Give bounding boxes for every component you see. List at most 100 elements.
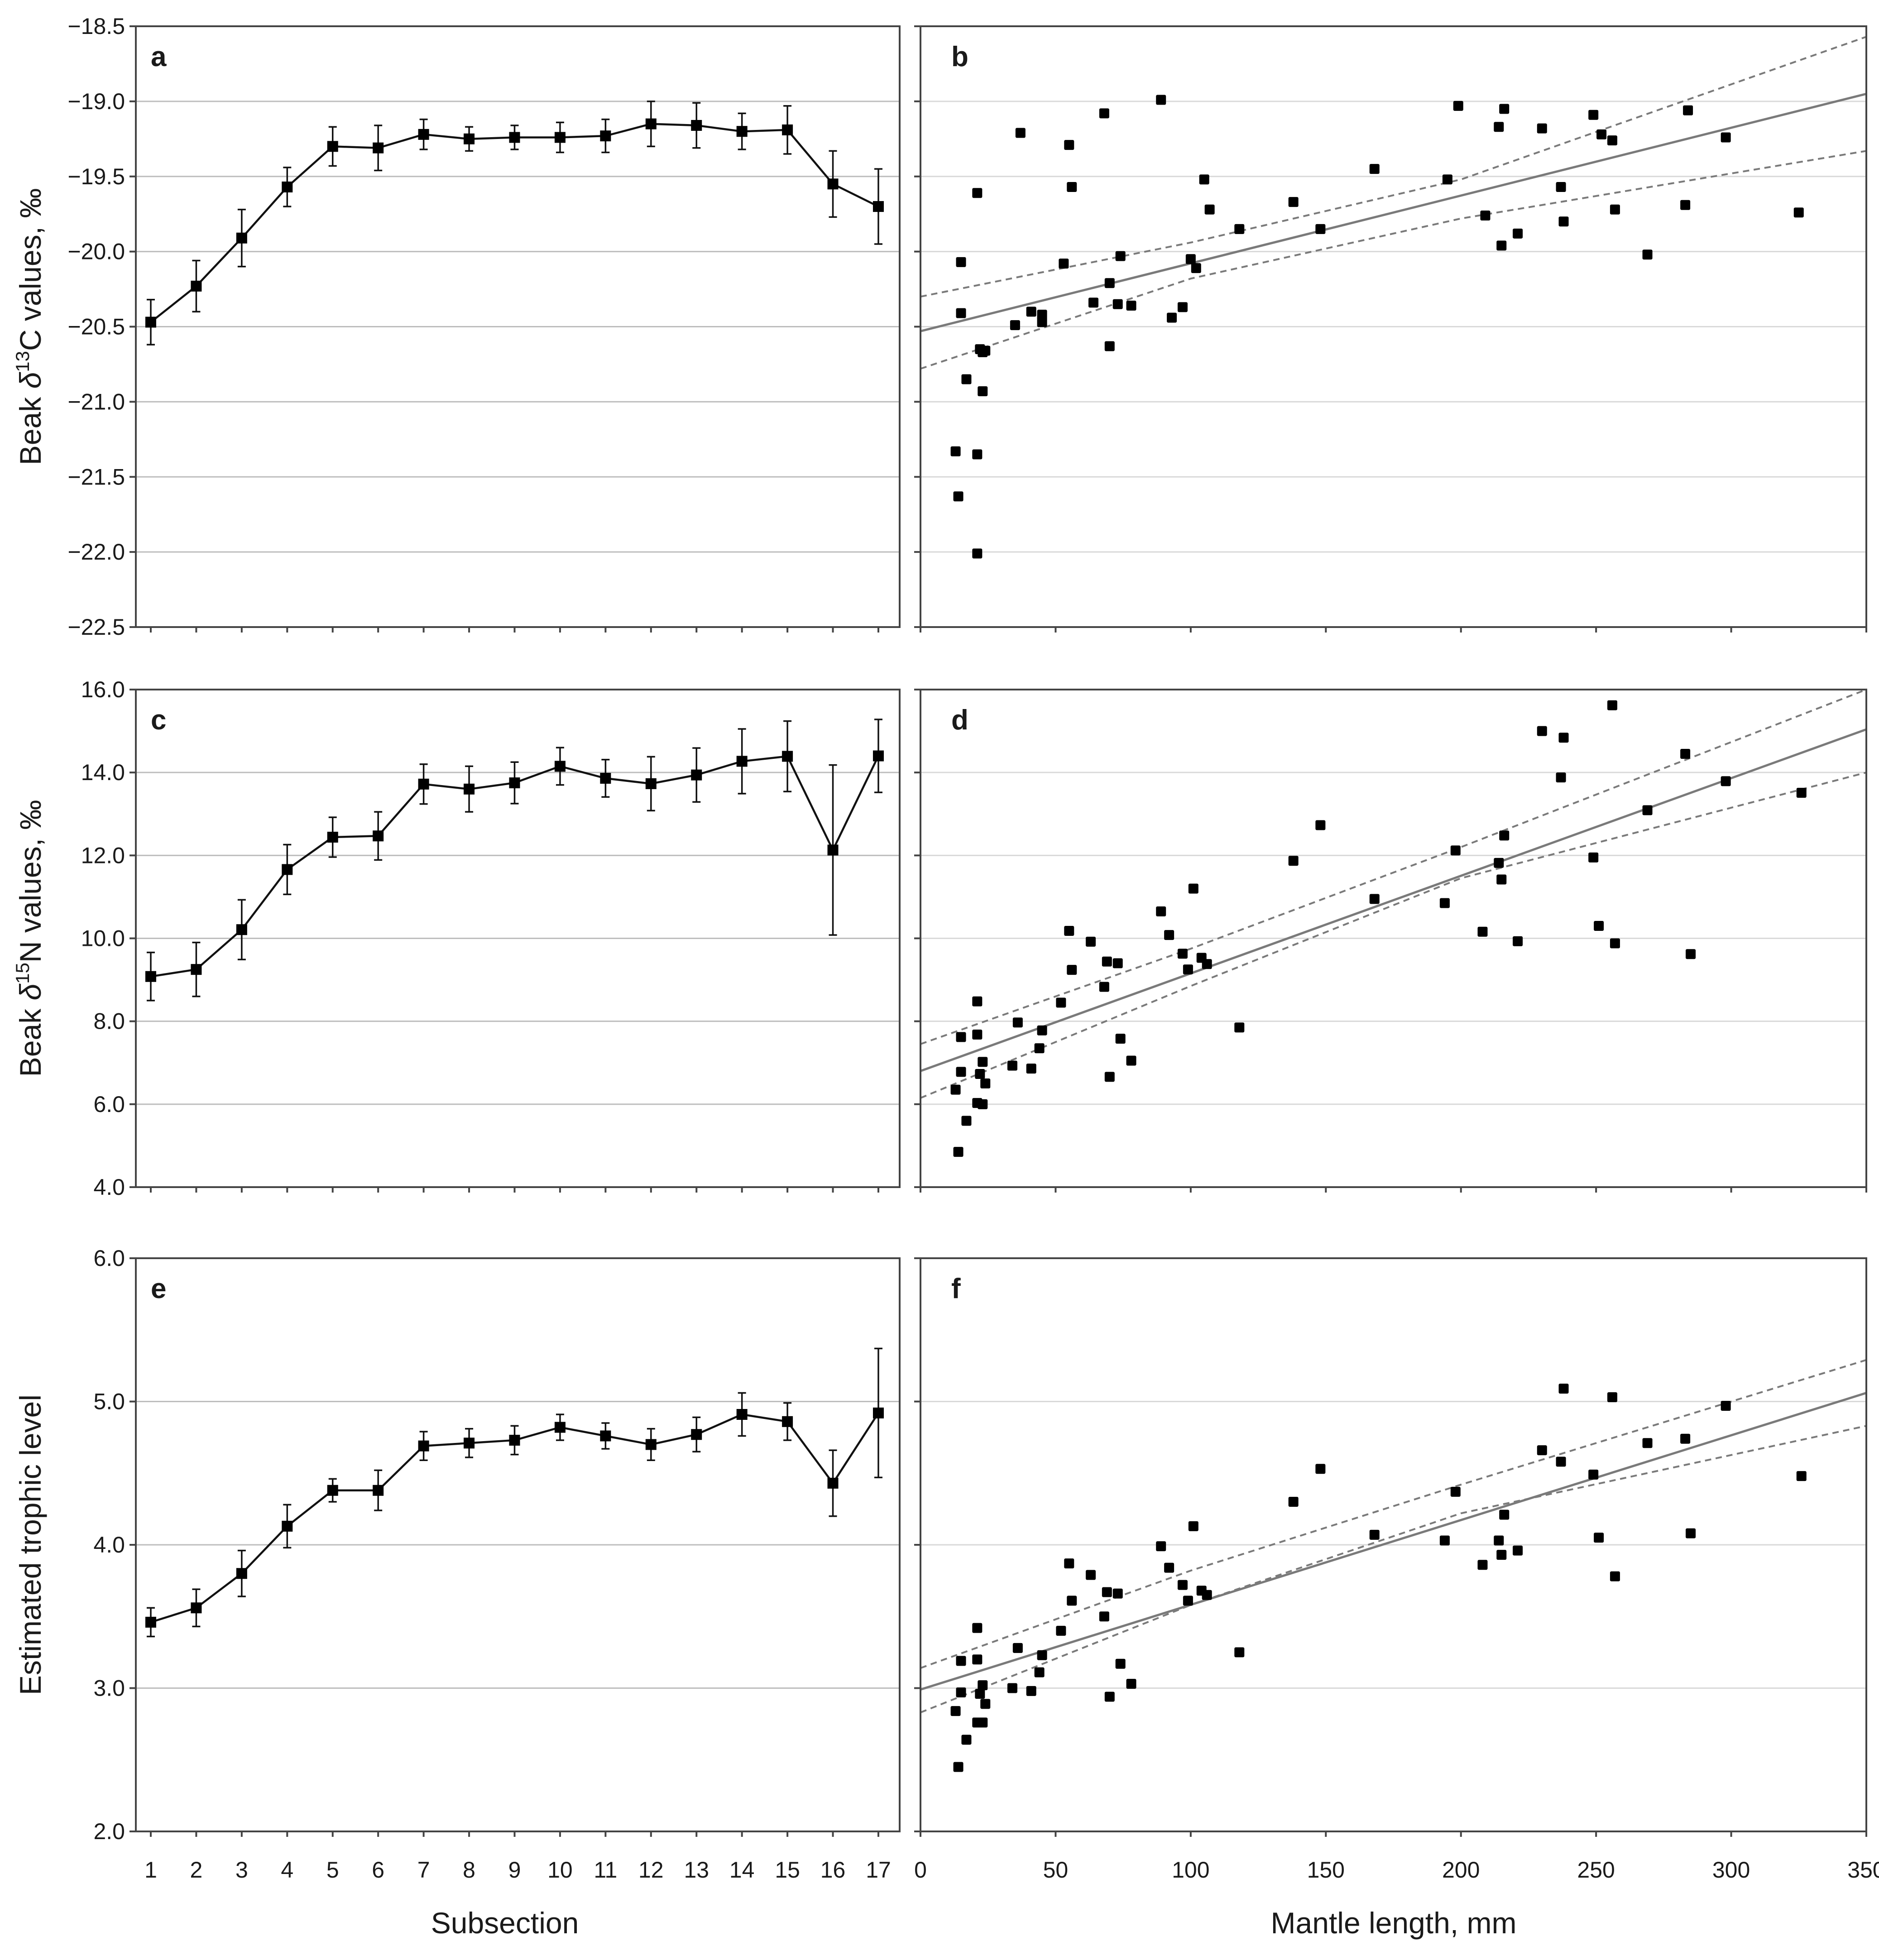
data-point <box>1112 958 1123 968</box>
y-tick-label: 4.0 <box>93 1174 125 1200</box>
y-tick-label: 6.0 <box>93 1092 125 1117</box>
data-point <box>1793 207 1804 218</box>
data-point <box>1642 1438 1653 1448</box>
mean-marker <box>873 201 884 212</box>
data-point <box>1796 1471 1807 1481</box>
mean-marker <box>373 142 384 153</box>
data-point <box>1315 1464 1326 1474</box>
data-point <box>1126 1679 1136 1689</box>
data-point <box>1439 898 1450 908</box>
mean-marker <box>645 778 657 789</box>
x-tick-label: 6 <box>372 1857 384 1883</box>
panel-frame-left <box>135 689 901 1188</box>
y-tick-label: −20.0 <box>67 239 125 264</box>
mean-marker <box>691 120 702 131</box>
mean-marker <box>600 1430 611 1442</box>
data-point <box>1059 259 1069 269</box>
data-point <box>1177 302 1188 312</box>
mean-marker <box>600 772 611 784</box>
mean-marker <box>782 751 793 762</box>
data-point <box>1558 216 1569 227</box>
x-axis-label-mantle-length: Mantle length, mm <box>1271 1906 1517 1940</box>
data-point <box>956 1687 966 1697</box>
data-point <box>1680 1433 1691 1444</box>
data-point <box>1067 965 1077 975</box>
mean-marker <box>600 130 611 142</box>
x-tick-label: 10 <box>547 1857 573 1883</box>
data-point <box>1177 949 1188 959</box>
data-point <box>961 374 972 384</box>
data-point <box>1012 1643 1023 1653</box>
mean-marker <box>418 1440 429 1452</box>
mean-marker <box>191 280 202 292</box>
data-point <box>980 345 991 356</box>
x-tick-label-right: 100 <box>1172 1857 1209 1883</box>
mean-marker <box>191 964 202 975</box>
data-point <box>1126 1055 1136 1066</box>
mean-line <box>150 123 879 323</box>
data-point <box>1477 926 1488 937</box>
mean-marker <box>282 1520 293 1532</box>
data-point <box>950 1706 961 1716</box>
data-point <box>1796 788 1807 798</box>
x-tick-label: 9 <box>508 1857 521 1883</box>
data-point <box>1558 733 1569 743</box>
regression-group <box>920 1359 1866 1714</box>
mean-marker <box>827 844 839 856</box>
data-point <box>1369 164 1380 174</box>
ci-upper-line <box>920 36 1866 298</box>
data-point <box>1115 1658 1126 1669</box>
data-point <box>1683 105 1693 115</box>
data-point <box>1513 228 1523 239</box>
data-point <box>972 188 983 198</box>
data-point <box>1056 997 1066 1008</box>
data-point <box>1104 278 1115 288</box>
ci-lower-line <box>920 1425 1866 1714</box>
data-point <box>1064 1558 1074 1569</box>
data-point <box>1086 1570 1096 1580</box>
data-point <box>980 1699 991 1709</box>
data-point <box>1234 1647 1245 1658</box>
mean-marker <box>327 832 338 843</box>
y-tick-label: 3.0 <box>93 1676 125 1701</box>
data-point <box>1026 307 1036 317</box>
panel-label-a: a <box>151 41 167 72</box>
x-tick-label-right: 300 <box>1712 1857 1750 1883</box>
data-point <box>1513 936 1523 946</box>
panel-frame-left <box>135 1257 901 1832</box>
mean-marker <box>191 1602 202 1614</box>
regression-line <box>920 1392 1866 1691</box>
data-point <box>1067 1596 1077 1606</box>
data-point <box>978 1680 988 1691</box>
panel-label-d: d <box>951 704 968 736</box>
data-point <box>1450 845 1461 856</box>
y-tick-label: 6.0 <box>93 1246 125 1271</box>
data-point <box>1156 1541 1166 1552</box>
data-point <box>956 1656 966 1666</box>
data-point <box>950 446 961 456</box>
mean-marker <box>236 232 247 244</box>
y-tick-label: 2.0 <box>93 1819 125 1844</box>
x-tick-label: 1 <box>144 1857 157 1883</box>
x-tick-label-right: 150 <box>1307 1857 1345 1883</box>
mean-marker <box>509 132 520 143</box>
y-tick-label: −21.0 <box>67 389 125 414</box>
x-tick-label-right: 200 <box>1442 1857 1480 1883</box>
x-tick-label: 11 <box>594 1857 617 1883</box>
y-tick-label: −22.5 <box>67 614 125 640</box>
mean-marker <box>509 777 520 789</box>
y-tick-label: 5.0 <box>93 1389 125 1414</box>
regression-line <box>920 728 1866 1072</box>
data-point <box>1026 1064 1036 1074</box>
data-point <box>1099 108 1109 119</box>
data-point <box>1102 956 1112 967</box>
mean-marker <box>782 1416 793 1427</box>
regression-line <box>920 92 1866 332</box>
data-point <box>1596 129 1607 139</box>
x-tick-label: 17 <box>866 1857 891 1883</box>
x-axis-label-subsection: Subsection <box>431 1906 579 1940</box>
data-point <box>953 491 963 502</box>
data-point <box>978 1099 988 1109</box>
data-point <box>1012 1017 1023 1028</box>
data-point <box>1202 1590 1212 1600</box>
